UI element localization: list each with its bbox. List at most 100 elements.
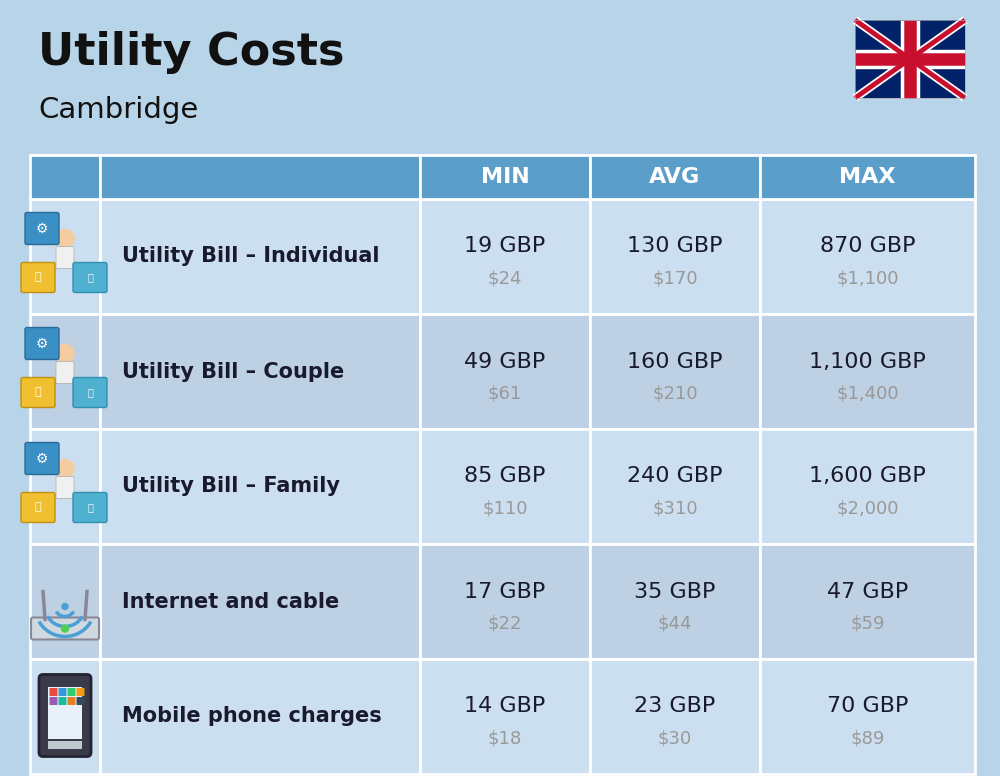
- Text: 🔌: 🔌: [35, 272, 41, 282]
- Circle shape: [62, 625, 68, 632]
- FancyBboxPatch shape: [56, 362, 74, 383]
- Text: 1,600 GBP: 1,600 GBP: [809, 466, 926, 487]
- Text: Utility Bill – Couple: Utility Bill – Couple: [122, 362, 344, 382]
- FancyBboxPatch shape: [590, 199, 760, 314]
- FancyBboxPatch shape: [590, 155, 760, 199]
- FancyBboxPatch shape: [21, 377, 55, 407]
- Text: $30: $30: [658, 729, 692, 747]
- FancyBboxPatch shape: [73, 262, 107, 293]
- FancyBboxPatch shape: [760, 199, 975, 314]
- Text: 870 GBP: 870 GBP: [820, 237, 915, 257]
- Text: Cambridge: Cambridge: [38, 96, 198, 124]
- Text: $22: $22: [488, 615, 522, 632]
- Text: $59: $59: [850, 615, 885, 632]
- Text: $210: $210: [652, 384, 698, 403]
- FancyBboxPatch shape: [420, 155, 590, 199]
- Text: $2,000: $2,000: [836, 500, 899, 518]
- FancyBboxPatch shape: [760, 429, 975, 544]
- FancyBboxPatch shape: [30, 429, 100, 544]
- FancyBboxPatch shape: [56, 476, 74, 498]
- Text: 🐟: 🐟: [87, 387, 93, 397]
- Circle shape: [62, 604, 68, 609]
- Text: 23 GBP: 23 GBP: [634, 697, 716, 716]
- Text: ⚙: ⚙: [36, 337, 48, 351]
- FancyBboxPatch shape: [590, 314, 760, 429]
- FancyBboxPatch shape: [760, 659, 975, 774]
- Text: 70 GBP: 70 GBP: [827, 697, 908, 716]
- Text: Utility Bill – Family: Utility Bill – Family: [122, 476, 340, 497]
- Text: $24: $24: [488, 269, 522, 287]
- Text: 🐟: 🐟: [87, 503, 93, 512]
- FancyBboxPatch shape: [30, 199, 100, 314]
- Text: 🔌: 🔌: [35, 387, 41, 397]
- Circle shape: [56, 459, 74, 477]
- Text: 1,100 GBP: 1,100 GBP: [809, 352, 926, 372]
- FancyBboxPatch shape: [76, 688, 84, 696]
- FancyBboxPatch shape: [25, 442, 59, 474]
- FancyBboxPatch shape: [100, 199, 420, 314]
- Text: 14 GBP: 14 GBP: [464, 697, 546, 716]
- FancyBboxPatch shape: [56, 247, 74, 268]
- Circle shape: [56, 345, 74, 362]
- FancyBboxPatch shape: [100, 429, 420, 544]
- Text: MIN: MIN: [481, 167, 529, 187]
- Text: MAX: MAX: [839, 167, 896, 187]
- Text: 🔌: 🔌: [35, 503, 41, 512]
- FancyBboxPatch shape: [760, 155, 975, 199]
- FancyBboxPatch shape: [48, 687, 82, 739]
- Circle shape: [56, 230, 74, 248]
- FancyBboxPatch shape: [76, 697, 84, 705]
- Text: 🐟: 🐟: [87, 272, 93, 282]
- FancyBboxPatch shape: [420, 659, 590, 774]
- Text: 47 GBP: 47 GBP: [827, 581, 908, 601]
- Text: 19 GBP: 19 GBP: [464, 237, 546, 257]
- Text: 240 GBP: 240 GBP: [627, 466, 723, 487]
- FancyBboxPatch shape: [39, 674, 91, 757]
- Text: $61: $61: [488, 384, 522, 403]
- Text: $89: $89: [850, 729, 885, 747]
- FancyBboxPatch shape: [100, 659, 420, 774]
- Text: ⚙: ⚙: [36, 452, 48, 466]
- FancyBboxPatch shape: [31, 618, 99, 639]
- FancyBboxPatch shape: [590, 429, 760, 544]
- FancyBboxPatch shape: [30, 544, 100, 659]
- FancyBboxPatch shape: [420, 429, 590, 544]
- FancyBboxPatch shape: [73, 493, 107, 522]
- Text: 17 GBP: 17 GBP: [464, 581, 546, 601]
- FancyBboxPatch shape: [760, 544, 975, 659]
- Text: ⚙: ⚙: [36, 221, 48, 235]
- FancyBboxPatch shape: [30, 659, 100, 774]
- FancyBboxPatch shape: [21, 493, 55, 522]
- Text: Utility Bill – Individual: Utility Bill – Individual: [122, 247, 380, 266]
- Text: $44: $44: [658, 615, 692, 632]
- FancyBboxPatch shape: [50, 688, 58, 696]
- FancyBboxPatch shape: [73, 377, 107, 407]
- FancyBboxPatch shape: [25, 213, 59, 244]
- Text: $18: $18: [488, 729, 522, 747]
- FancyBboxPatch shape: [855, 20, 965, 98]
- Text: Utility Costs: Utility Costs: [38, 30, 344, 74]
- Text: Mobile phone charges: Mobile phone charges: [122, 706, 382, 726]
- FancyBboxPatch shape: [25, 327, 59, 359]
- FancyBboxPatch shape: [30, 314, 100, 429]
- Text: $1,100: $1,100: [836, 269, 899, 287]
- Text: 49 GBP: 49 GBP: [464, 352, 546, 372]
- FancyBboxPatch shape: [100, 314, 420, 429]
- FancyBboxPatch shape: [68, 688, 76, 696]
- FancyBboxPatch shape: [760, 314, 975, 429]
- FancyBboxPatch shape: [50, 697, 58, 705]
- FancyBboxPatch shape: [590, 659, 760, 774]
- Text: Internet and cable: Internet and cable: [122, 591, 339, 611]
- FancyBboxPatch shape: [420, 199, 590, 314]
- Text: $110: $110: [482, 500, 528, 518]
- FancyBboxPatch shape: [30, 155, 100, 199]
- FancyBboxPatch shape: [100, 544, 420, 659]
- Text: AVG: AVG: [649, 167, 701, 187]
- Text: 160 GBP: 160 GBP: [627, 352, 723, 372]
- FancyBboxPatch shape: [21, 262, 55, 293]
- FancyBboxPatch shape: [58, 697, 66, 705]
- Text: 130 GBP: 130 GBP: [627, 237, 723, 257]
- FancyBboxPatch shape: [420, 314, 590, 429]
- Text: 85 GBP: 85 GBP: [464, 466, 546, 487]
- Text: 35 GBP: 35 GBP: [634, 581, 716, 601]
